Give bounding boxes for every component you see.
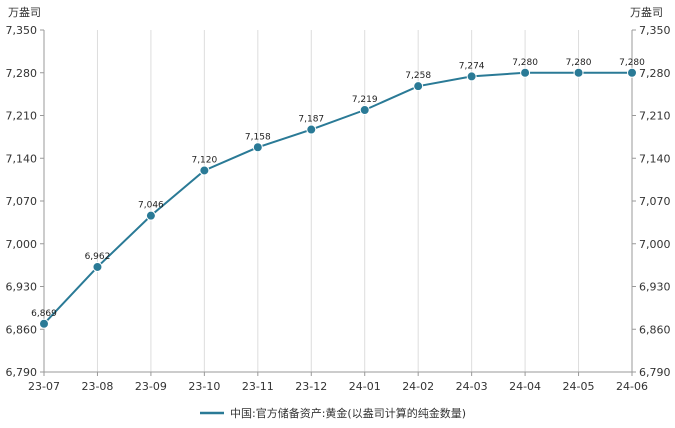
data-point[interactable] [466,71,477,82]
y-tick-label-left: 6,790 [6,366,38,379]
y-unit-right: 万盎司 [630,5,663,19]
y-tick-label-right: 7,350 [639,24,671,37]
y-unit-left: 万盎司 [8,5,41,19]
x-tick-label: 23-10 [188,380,220,393]
y-tick-label-right: 7,140 [639,152,671,165]
y-tick-label-left: 7,210 [6,110,38,123]
x-tick-label: 23-07 [28,380,60,393]
data-point[interactable] [573,67,584,78]
y-tick-label-right: 7,070 [639,195,671,208]
data-label: 7,187 [298,115,324,125]
data-label: 6,962 [85,252,111,262]
series-layer: 6,869 6,962 7,046 7,120 7,158 7,187 7,219 7,258… [31,58,645,329]
data-point[interactable] [145,210,156,221]
y-tick-label-left: 7,000 [6,238,38,251]
axis-layer: 万盎司 万盎司 [8,5,663,373]
y-tick-label-right: 6,930 [639,281,671,294]
data-point[interactable] [252,142,263,153]
y-tick-label-right: 7,280 [639,67,671,80]
y-tick-label-left: 7,070 [6,195,38,208]
data-label: 7,280 [619,58,645,68]
x-tick-label: 24-01 [349,380,381,393]
y-tick-label-right: 7,210 [639,110,671,123]
data-label: 7,046 [138,201,164,211]
series-line [43,71,632,325]
y-tick-label-left: 7,140 [6,152,38,165]
data-label: 7,120 [191,155,217,165]
data-point[interactable] [520,67,531,78]
x-tick-layer: 23-07 23-08 23-09 23-10 23-11 23-12 24-01 24-02… [28,372,648,393]
data-point[interactable] [92,261,103,272]
legend[interactable]: 中国:官方储备资产:黄金(以盎司计算的纯金数量) [200,406,466,420]
data-label: 7,280 [566,58,592,68]
y-tick-label-left: 6,860 [6,323,38,336]
y-tick-label-right: 7,000 [639,238,671,251]
legend-label: 中国:官方储备资产:黄金(以盎司计算的纯金数量) [230,406,466,420]
data-label: 7,158 [245,132,271,142]
x-tick-label: 23-08 [81,380,113,393]
data-point[interactable] [39,318,49,329]
y-tick-label-right: 6,790 [639,366,671,379]
data-point[interactable] [359,105,370,116]
data-label: 7,258 [405,71,431,81]
y-tick-label-left: 7,280 [6,67,38,80]
x-tick-label: 23-12 [295,380,327,393]
x-tick-label: 24-06 [616,380,648,393]
x-tick-label: 24-04 [509,380,541,393]
x-tick-label: 24-02 [402,380,434,393]
data-point[interactable] [306,124,317,135]
data-label: 7,280 [512,58,538,68]
x-tick-label: 23-11 [242,380,274,393]
x-tick-label: 23-09 [135,380,167,393]
x-tick-label: 24-05 [563,380,595,393]
y-tick-label-right: 6,860 [639,323,671,336]
x-tick-label: 24-03 [456,380,488,393]
y-tick-label-left: 7,350 [6,24,38,37]
data-label: 6,869 [31,309,57,319]
data-point[interactable] [199,165,210,176]
y-tick-label-left: 6,930 [6,281,38,294]
data-label: 7,219 [352,95,378,105]
data-label: 7,274 [459,61,485,71]
data-point[interactable] [627,67,637,78]
data-point[interactable] [413,81,424,92]
